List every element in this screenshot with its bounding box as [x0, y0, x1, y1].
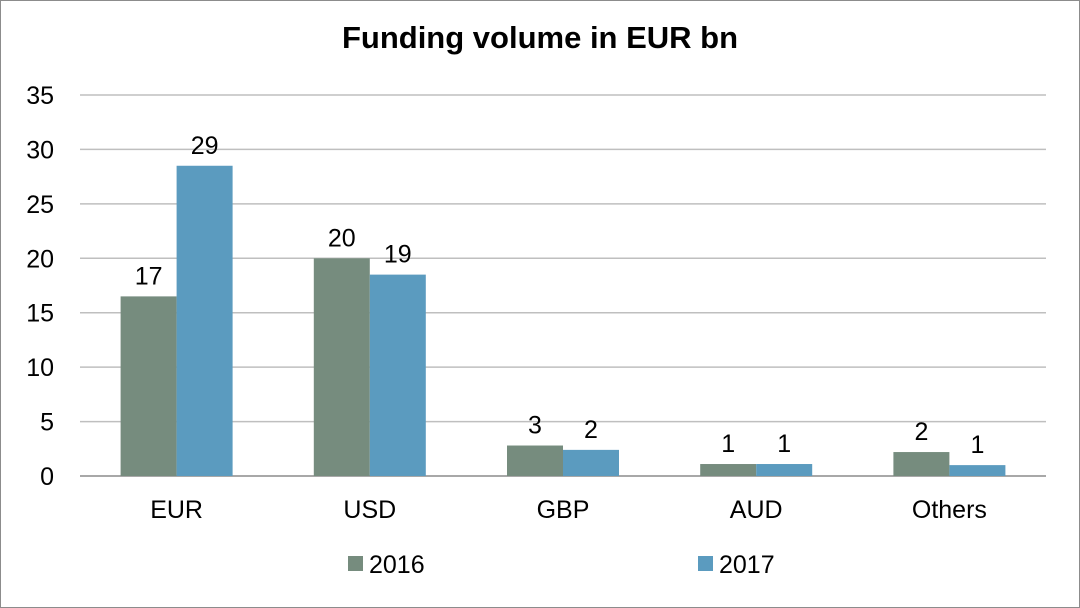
x-tick-label-eur: EUR: [150, 496, 203, 524]
legend-label-2017: 2017: [719, 551, 775, 579]
legend-label-2016: 2016: [369, 551, 425, 579]
data-label-2016-USD: 20: [328, 224, 356, 252]
bar-2017-AUD: [756, 464, 813, 476]
y-tick-label: 35: [26, 82, 54, 110]
y-tick-label: 30: [26, 136, 54, 164]
data-label-2017-Others: 1: [970, 431, 984, 459]
legend-swatch-2016: [348, 556, 363, 571]
legend-swatch-2017: [698, 556, 713, 571]
data-label-2016-EUR: 17: [135, 262, 163, 290]
y-tick-label: 5: [40, 409, 54, 437]
x-tick-label-others: Others: [912, 496, 987, 524]
y-tick-label: 25: [26, 191, 54, 219]
x-tick-label-aud: AUD: [730, 496, 783, 524]
data-label-2016-Others: 2: [914, 418, 928, 446]
bar-2016-GBP: [507, 445, 563, 476]
y-tick-label: 15: [26, 300, 54, 328]
y-tick-label: 20: [26, 245, 54, 273]
bar-2017-EUR: [176, 165, 233, 476]
data-label-2017-AUD: 1: [777, 430, 791, 458]
data-label-2017-GBP: 2: [584, 416, 598, 444]
data-label-2016-AUD: 1: [721, 430, 735, 458]
x-tick-label-usd: USD: [343, 496, 396, 524]
bar-2016-Others: [893, 452, 950, 476]
x-tick-label-gbp: GBP: [537, 496, 590, 524]
bar-2016-USD: [313, 258, 370, 476]
bar-2017-USD: [369, 274, 426, 476]
bar-2016-EUR: [120, 296, 177, 476]
chart-title: Funding volume in EUR bn: [341, 20, 739, 55]
y-tick-label: 0: [40, 463, 54, 491]
bar-2016-AUD: [700, 464, 757, 476]
data-label-2017-EUR: 29: [191, 132, 219, 160]
bar-2017-Others: [949, 465, 1006, 476]
data-label-2016-GBP: 3: [528, 412, 542, 440]
bar-2017-GBP: [563, 449, 619, 476]
data-label-2017-USD: 19: [384, 241, 412, 269]
y-tick-label: 10: [26, 354, 54, 382]
